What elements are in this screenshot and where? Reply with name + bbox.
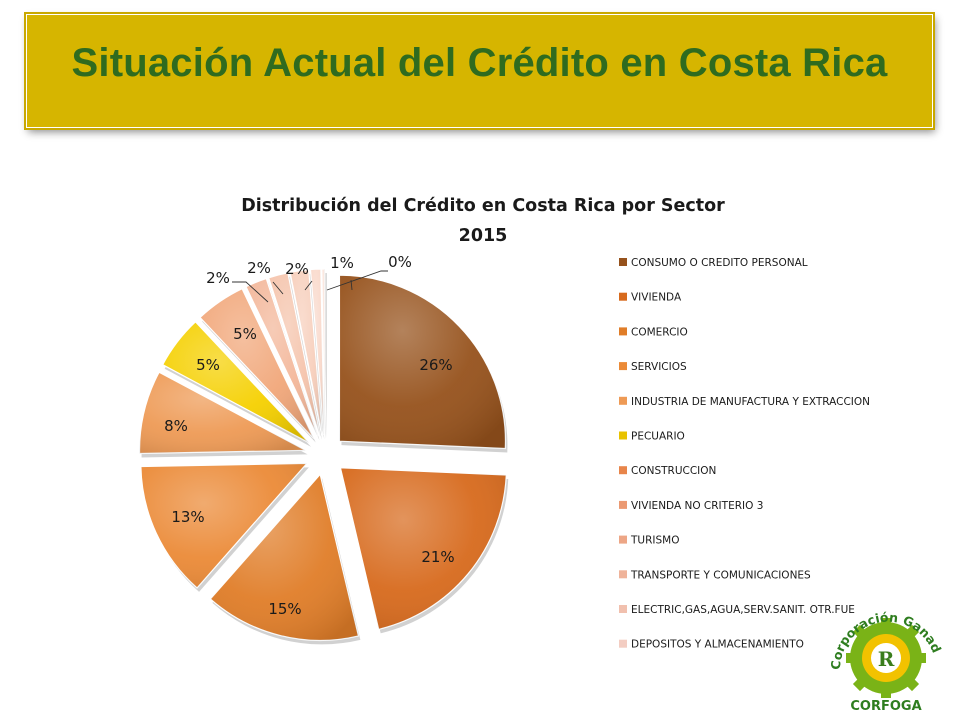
corfoga-logo: R Corporación Ganadera CORFOGA xyxy=(822,584,946,714)
legend-marker xyxy=(619,327,627,336)
legend-marker xyxy=(619,570,627,579)
data-label: 2% xyxy=(285,260,309,278)
legend-label: SERVICIOS xyxy=(631,361,687,373)
legend-marker xyxy=(619,639,627,648)
slice-highlight xyxy=(200,288,314,439)
slice-highlight xyxy=(310,269,324,436)
leader-line xyxy=(326,270,388,291)
leader-line xyxy=(304,280,313,291)
legend-label: VIVIENDA xyxy=(631,292,682,304)
data-label: 26% xyxy=(419,356,452,374)
gear-icon: R xyxy=(846,618,926,698)
legend-label: TRANSPORTE Y COMUNICACIONES xyxy=(630,569,811,581)
data-labels: 26% 21% 15% 13% 8% 5% 5% 2% 2% 2% 1% 0% xyxy=(164,253,455,618)
title-banner: Situación Actual del Crédito en Costa Ri… xyxy=(26,14,933,128)
slice-highlight xyxy=(268,272,320,436)
data-label: 5% xyxy=(233,325,257,343)
legend-label: CONSUMO O CREDITO PERSONAL xyxy=(631,257,808,269)
legend-marker xyxy=(619,500,627,509)
legend-marker xyxy=(619,292,627,301)
legend-label: INDUSTRIA DE MANUFACTURA Y EXTRACCION xyxy=(631,396,870,408)
legend-marker xyxy=(619,535,627,544)
slice-highlight xyxy=(340,467,507,630)
data-label: 15% xyxy=(268,600,301,618)
leader-lines xyxy=(232,270,388,303)
legend-marker xyxy=(619,396,627,405)
chart-title: Distribución del Crédito en Costa Rica p… xyxy=(241,196,725,216)
data-label: 2% xyxy=(206,269,230,287)
legend-marker xyxy=(619,466,627,475)
legend-label: PECUARIO xyxy=(631,431,685,443)
slice-highlight xyxy=(162,321,310,443)
data-label: 5% xyxy=(196,356,220,374)
pie-slices xyxy=(138,268,509,645)
data-label: 8% xyxy=(164,417,188,435)
slice-highlight xyxy=(210,474,359,641)
legend-label: ELECTRIC,GAS,AGUA,SERV.SANIT. OTR.FUE xyxy=(631,604,855,616)
leader-line xyxy=(272,281,284,295)
svg-text:R: R xyxy=(878,647,895,671)
data-label: 21% xyxy=(421,548,454,566)
slide-title: Situación Actual del Crédito en Costa Ri… xyxy=(71,41,888,85)
data-label: 1% xyxy=(330,254,354,272)
slice-highlight xyxy=(321,269,325,436)
legend: CONSUMO O CREDITO PERSONAL VIVIENDA COMERC… xyxy=(619,257,870,651)
leader-line xyxy=(232,281,269,303)
legend-marker xyxy=(619,362,627,371)
legend-label: DEPOSITOS Y ALMACENAMIENTO xyxy=(631,639,804,651)
legend-label: COMERCIO xyxy=(631,326,688,338)
slice-highlight xyxy=(339,275,506,449)
legend-marker xyxy=(619,605,627,613)
legend-marker xyxy=(619,431,627,440)
legend-label: VIVIENDA NO CRITERIO 3 xyxy=(631,500,763,512)
legend-marker xyxy=(619,258,627,266)
data-label: 13% xyxy=(171,508,204,526)
logo-name: CORFOGA xyxy=(850,699,921,714)
slice-highlight xyxy=(290,269,323,436)
slice-highlight xyxy=(139,372,306,454)
data-label: 2% xyxy=(247,259,271,277)
legend-label: TURISMO xyxy=(630,535,679,547)
slice-highlight xyxy=(245,278,318,437)
chart-subtitle: 2015 xyxy=(459,226,508,246)
legend-label: CONSTRUCCION xyxy=(631,465,716,477)
slice-highlight xyxy=(140,463,307,588)
data-label: 0% xyxy=(388,253,412,271)
